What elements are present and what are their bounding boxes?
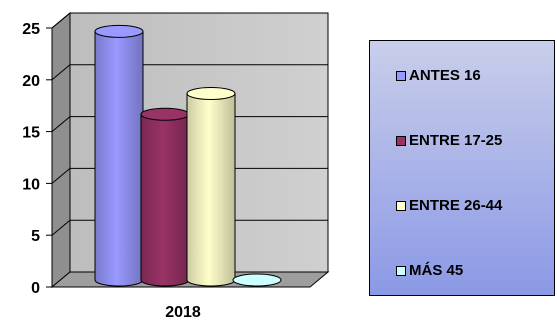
bar-top	[186, 87, 236, 101]
legend-item: ANTES 16	[396, 67, 481, 84]
y-tick-label: 15	[22, 125, 40, 142]
gridline-side	[51, 116, 71, 132]
legend-swatch	[396, 135, 406, 146]
bar-entre-17-25	[140, 107, 190, 287]
gridline-side	[51, 219, 71, 236]
bar-entre-26-44	[186, 87, 236, 287]
bar-body	[186, 93, 236, 287]
gridline-side	[51, 64, 71, 81]
bar-top	[232, 273, 282, 287]
bar-body	[94, 30, 144, 287]
bar-m-s-45	[232, 273, 282, 287]
legend-item: MÁS 45	[396, 262, 463, 279]
legend-swatch	[396, 70, 406, 81]
bar-body	[140, 113, 190, 287]
y-tick-label: 10	[22, 176, 40, 193]
y-tick-label: 0	[31, 280, 40, 297]
legend-item: ENTRE 17-25	[396, 132, 502, 149]
chart-legend: ANTES 16 ENTRE 17-25 ENTRE 26-44 MÁS 45	[369, 40, 555, 296]
legend-label: ENTRE 17-25	[409, 132, 503, 149]
gridline-side	[51, 12, 71, 29]
gridline-side	[51, 168, 71, 184]
y-tick-label: 5	[31, 228, 40, 245]
legend-label: ENTRE 26-44	[409, 197, 503, 214]
bar-top	[140, 107, 190, 121]
chart-plot: 0 5 10 15 20 25 2018	[22, 11, 330, 321]
bar-top	[94, 24, 144, 38]
y-tick-label: 25	[22, 21, 40, 38]
x-category-label: 2018	[165, 304, 201, 321]
legend-label: MÁS 45	[409, 262, 464, 279]
legend-label: ANTES 16	[409, 67, 481, 84]
legend-swatch	[396, 200, 406, 211]
plot-side-wall	[51, 11, 71, 289]
bar-antes-16	[94, 24, 144, 287]
legend-swatch	[396, 265, 406, 276]
legend-item: ENTRE 26-44	[396, 197, 502, 214]
y-tick-label: 20	[22, 73, 40, 90]
